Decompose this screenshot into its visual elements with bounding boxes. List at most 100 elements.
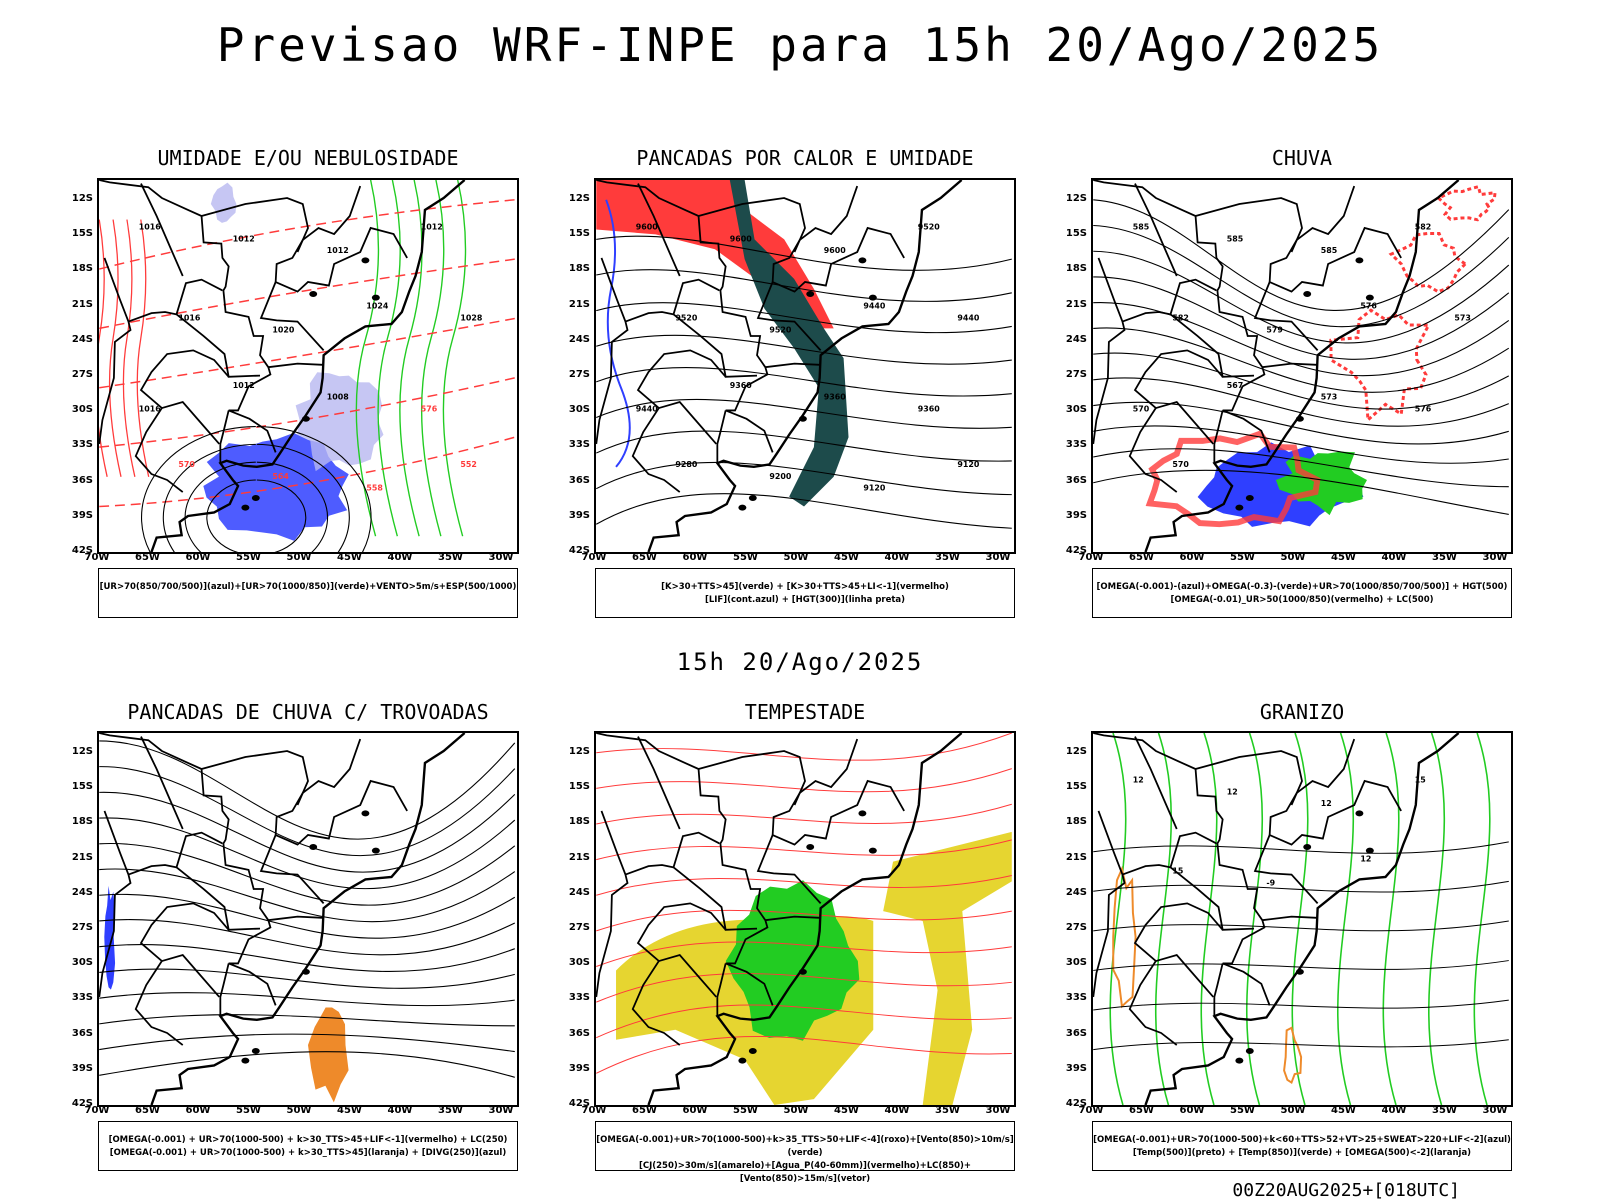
lake <box>798 415 807 422</box>
border-line <box>596 733 774 1006</box>
latitude-tick-label: 15S <box>71 781 93 793</box>
latitude-tick-label: 30S <box>71 404 93 416</box>
panel-2-boundaries <box>596 180 963 552</box>
latitude-tick-label: 21S <box>71 851 93 863</box>
latitude-tick-label: 30S <box>71 957 93 969</box>
latitude-tick-label: 15S <box>71 228 93 240</box>
lake <box>1295 415 1304 422</box>
latitude-tick-label: 39S <box>71 1062 93 1074</box>
border-line <box>1262 362 1317 369</box>
border-line <box>201 197 309 253</box>
legend-line: [CJ(250)>30m/s](amarelo)+[Agua_P(40-60mm… <box>638 1161 972 1184</box>
latitude-tick-label: 42S <box>1065 545 1087 556</box>
latitude-tick-label: 39S <box>1065 509 1087 521</box>
border-line <box>625 311 674 323</box>
latitude-tick-label: 12S <box>568 746 590 757</box>
longitude-tick-label: 60W <box>682 552 708 563</box>
panel-6-legend: [OMEGA(-0.001)+UR>70(1000-500)+k<60+TTS>… <box>1092 1121 1512 1171</box>
border-line <box>219 963 230 1017</box>
border-line <box>637 183 681 277</box>
longitude-tick-label: 55W <box>236 1105 261 1116</box>
border-line <box>716 410 727 464</box>
longitude-tick-label: 60W <box>1179 1105 1205 1116</box>
border-line <box>99 810 132 998</box>
contour-label: 15 <box>1172 866 1183 875</box>
contour-label: 1016 <box>139 405 162 414</box>
latitude-tick-label: 36S <box>568 1027 590 1039</box>
latitude-tick-label: 24S <box>568 333 590 345</box>
border-line <box>636 349 727 445</box>
border-line <box>1133 902 1224 998</box>
contour-label: 564 <box>272 472 289 481</box>
contour-label: 9360 <box>918 405 941 414</box>
panel-3-boundaries <box>1093 180 1460 552</box>
border-line <box>140 736 184 830</box>
longitude-tick-label: 50W <box>286 552 312 563</box>
lake <box>309 291 318 297</box>
longitude-tick-label: 70W <box>1078 552 1104 563</box>
longitude-tick-label: 30W <box>985 552 1011 563</box>
border-line <box>1268 738 1402 846</box>
panel-1-contour-labels: 1016 1012 1012 1012 1016 1020 1024 1028 1016 1012… <box>139 222 483 552</box>
border-line <box>1134 183 1178 277</box>
longitude-tick-label: 35W <box>935 1105 960 1116</box>
border-line <box>1128 960 1178 1046</box>
contour-label: 552 <box>460 460 477 469</box>
latitude-tick-label: 24S <box>71 333 93 345</box>
border-line <box>672 278 758 378</box>
longitude-tick-label: 60W <box>185 1105 211 1116</box>
contour-label: 12 <box>1360 855 1371 864</box>
contour-label: 12 <box>1227 787 1238 796</box>
lake <box>241 1057 250 1064</box>
coastline <box>1144 733 1460 1105</box>
contour-label: 9520 <box>918 222 941 231</box>
latitude-tick-label: 27S <box>71 922 93 933</box>
panel-2-contour-labels: 9600 9600 9600 9520 9520 9520 9440 9440 9440 9360… <box>636 222 980 492</box>
border-line <box>596 180 774 453</box>
latitude-tick-label: 27S <box>1065 369 1087 380</box>
lake <box>1365 847 1374 854</box>
border-line <box>1213 963 1224 1017</box>
border-line <box>175 278 261 378</box>
latitude-tick-label: 24S <box>1065 886 1087 898</box>
longitude-tick-label: 45W <box>337 552 362 563</box>
border-line <box>636 902 727 998</box>
contour-label: 1012 <box>233 381 255 390</box>
main-title: Previsao WRF-INPE para 15h 20/Ago/2025 <box>216 18 1384 72</box>
legend-line: [OMEGA(-0.001) + UR>70(1000-500) + k>30_… <box>109 1148 507 1158</box>
longitude-tick-label: 65W <box>632 552 657 563</box>
lake <box>309 844 318 850</box>
border-line <box>716 963 727 1017</box>
longitude-tick-label: 30W <box>985 1105 1011 1116</box>
contour-label: 576 <box>1415 405 1432 414</box>
longitude-tick-label: 65W <box>1129 552 1154 563</box>
latitude-tick-label: 12S <box>1065 193 1087 204</box>
lake <box>738 504 747 511</box>
latitude-tick-label: 12S <box>568 193 590 204</box>
contour-label: 9440 <box>957 313 980 322</box>
panel-4-legend: [OMEGA(-0.001) + UR>70(1000-500) + k>30_… <box>98 1121 518 1171</box>
contour-label: 1012 <box>233 234 255 243</box>
legend-line: [Temp(500)](preto) + [Temp(850)](verde) … <box>1132 1148 1472 1158</box>
latitude-tick-label: 21S <box>1065 298 1087 310</box>
latitude-tick-label: 36S <box>1065 1027 1087 1039</box>
longitude-tick-label: 45W <box>1331 1105 1356 1116</box>
longitude-tick-label: 60W <box>682 1105 708 1116</box>
longitude-tick-label: 55W <box>1230 552 1255 563</box>
lake <box>858 257 867 264</box>
panel-3-map: 585 585 585 582 582 579 576 573 570 567 573 576 570 <box>1091 178 1513 554</box>
border-line <box>771 185 905 293</box>
contour-label: 576 <box>1360 302 1377 311</box>
border-line <box>99 257 132 445</box>
lake <box>301 415 310 422</box>
panel-3-legend: [OMEGA(-0.001)-(azul)+OMEGA(-0.3)-(verde… <box>1092 568 1512 618</box>
lake <box>361 257 370 264</box>
latitude-tick-label: 27S <box>1065 922 1087 933</box>
contour-label: 9120 <box>957 460 980 469</box>
panel-5-title: TEMPESTADE <box>744 700 866 724</box>
latitude-tick-label: 12S <box>71 746 93 757</box>
lake <box>738 1057 747 1064</box>
contour-label: 9600 <box>730 234 753 243</box>
border-line <box>139 902 230 998</box>
border-line <box>1134 736 1178 830</box>
